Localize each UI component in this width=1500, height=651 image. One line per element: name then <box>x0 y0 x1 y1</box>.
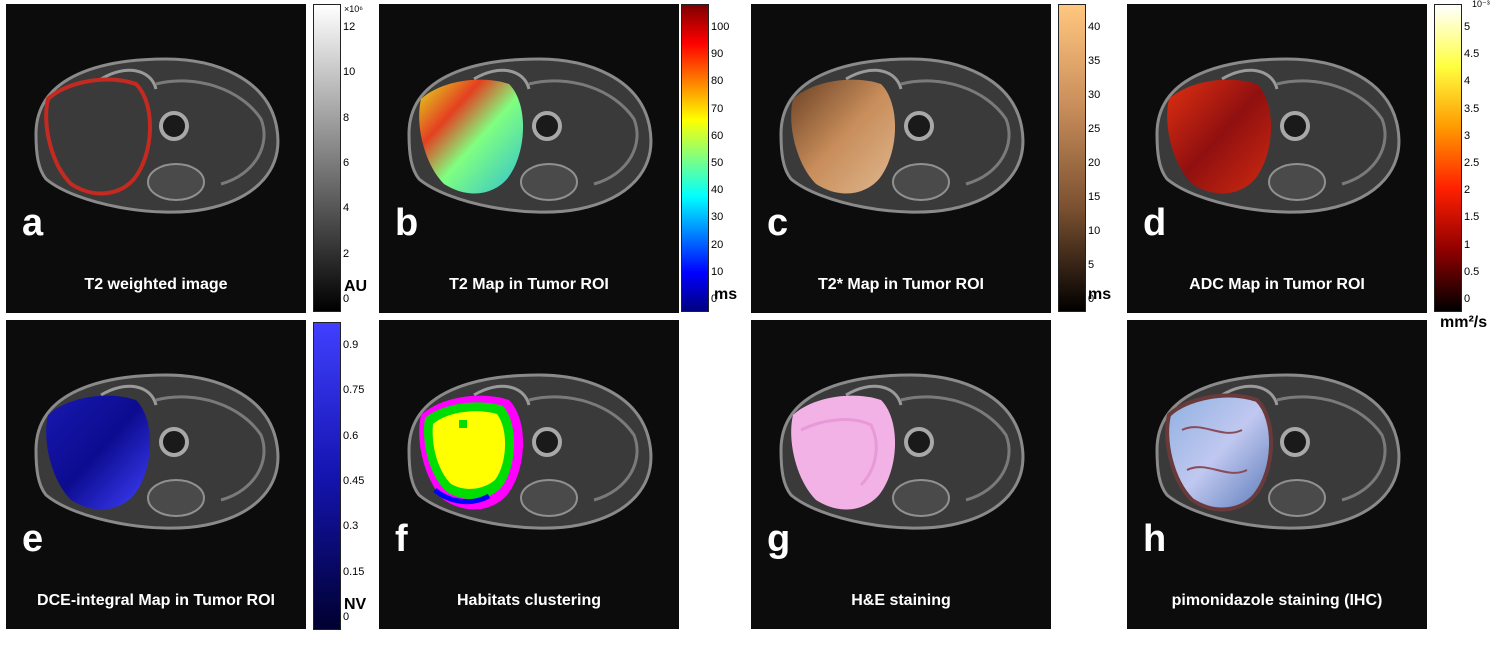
colorbar-d-tick: 0.5 <box>1464 265 1480 278</box>
colorbar-b-tick: 90 <box>711 48 724 61</box>
colorbar-a-unit: AU <box>344 278 368 295</box>
colorbar-e-tick: 0.75 <box>343 384 365 397</box>
panel-letter: c <box>767 202 789 244</box>
colorbar-a-exponent: ×10⁶ <box>344 4 363 14</box>
colorbar-d-tick: 1.5 <box>1464 211 1480 224</box>
panel-caption: H&E staining <box>851 592 951 609</box>
colorbar-d-tick: 2 <box>1464 184 1471 197</box>
colorbar-a-tick: 6 <box>343 157 350 169</box>
colorbar-e <box>313 322 341 630</box>
colorbar-e-tick: 0 <box>343 611 350 623</box>
colorbar-d-tick: 5 <box>1464 21 1471 33</box>
colorbar-e-tick: 0.3 <box>343 520 359 533</box>
panel-g: g H&E staining <box>751 320 1051 629</box>
colorbar-c-tick: 25 <box>1088 123 1101 135</box>
colorbar-c-tick: 5 <box>1088 259 1095 271</box>
colorbar-d <box>1434 4 1462 312</box>
mri-image-g <box>779 373 1025 531</box>
panel-d: d ADC Map in Tumor ROI <box>1127 4 1427 313</box>
colorbar-a-tick: 4 <box>343 202 350 215</box>
colorbar-b-tick: 10 <box>711 265 724 278</box>
colorbar-d-tick: 1 <box>1464 238 1471 251</box>
colorbar-c-tick: 35 <box>1088 55 1101 67</box>
panel-c: c T2* Map in Tumor ROI <box>751 4 1051 313</box>
colorbar-d-tick: 4 <box>1464 75 1471 88</box>
panel-caption: T2 weighted image <box>84 276 228 293</box>
panel-letter: g <box>767 518 791 560</box>
panel-letter: b <box>395 202 419 244</box>
colorbar-b-tick: 40 <box>711 184 724 197</box>
colorbar-c-tick: 10 <box>1088 225 1101 237</box>
colorbar-c <box>1058 4 1086 312</box>
colorbar-c-tick: 30 <box>1088 89 1101 101</box>
colorbar-b-tick: 50 <box>711 157 724 169</box>
colorbar-d-tick: 3 <box>1464 129 1471 142</box>
panel-caption: ADC Map in Tumor ROI <box>1189 276 1365 293</box>
panel-letter: h <box>1143 518 1167 560</box>
colorbar-a-tick: 10 <box>343 66 356 79</box>
panel-b: b T2 Map in Tumor ROI <box>379 4 679 313</box>
mri-image-c <box>779 57 1025 215</box>
colorbar-c-tick: 15 <box>1088 191 1101 203</box>
panel-e: e DCE-integral Map in Tumor ROI <box>6 320 306 629</box>
colorbar-c-tick: 20 <box>1088 157 1101 169</box>
colorbar-c-tick: 40 <box>1088 21 1101 33</box>
colorbar-a <box>313 4 341 312</box>
colorbar-d-unit: mm²/s <box>1440 314 1488 331</box>
panel-caption: pimonidazole staining (IHC) <box>1171 592 1383 609</box>
colorbar-d-tick: 2.5 <box>1464 157 1480 169</box>
mri-image-a <box>34 57 280 215</box>
colorbar-b-tick: 70 <box>711 102 724 115</box>
colorbar-a-tick: 0 <box>343 293 350 305</box>
colorbar-d-tick: 0 <box>1464 293 1471 305</box>
colorbar-e-tick: 0.6 <box>343 429 359 442</box>
colorbar-b-unit: ms <box>714 286 738 303</box>
panel-letter: f <box>395 518 408 560</box>
colorbar-d-tick: 3.5 <box>1464 102 1480 115</box>
panel-f: f Habitats clustering <box>379 320 679 629</box>
colorbar-b-tick: 30 <box>711 211 724 224</box>
panel-caption: DCE-integral Map in Tumor ROI <box>37 592 275 609</box>
colorbar-e-tick: 0.9 <box>343 339 359 351</box>
mri-image-d <box>1155 57 1401 215</box>
mri-image-h <box>1155 373 1401 531</box>
panel-caption: T2 Map in Tumor ROI <box>449 276 609 293</box>
colorbar-b-tick: 0 <box>711 293 718 305</box>
colorbar-a-tick: 12 <box>343 21 356 33</box>
mri-image-e <box>34 373 280 531</box>
colorbar-b-tick: 60 <box>711 129 724 142</box>
colorbar-c-unit: ms <box>1088 286 1112 303</box>
panel-h: h pimonidazole staining (IHC) <box>1127 320 1427 629</box>
colorbar-c-tick: 0 <box>1088 293 1095 305</box>
colorbar-a-tick: 2 <box>343 247 350 260</box>
colorbar-b <box>681 4 709 312</box>
colorbar-e-tick: 0.45 <box>343 475 365 487</box>
panel-letter: e <box>22 518 44 560</box>
colorbar-e-tick: 0.15 <box>343 565 365 578</box>
colorbar-d-exponent: 10⁻³ <box>1472 0 1490 9</box>
colorbar-b-tick: 80 <box>711 75 724 88</box>
panel-letter: d <box>1143 202 1167 244</box>
mri-image-b <box>407 57 653 215</box>
panel-caption: Habitats clustering <box>456 592 602 609</box>
colorbar-d-tick: 4.5 <box>1464 48 1480 61</box>
colorbar-a-tick: 8 <box>343 111 350 124</box>
panel-a: a T2 weighted image <box>6 4 306 313</box>
colorbar-b-tick: 100 <box>711 21 730 33</box>
mri-image-f <box>407 373 653 531</box>
colorbar-b-tick: 20 <box>711 238 724 251</box>
panel-letter: a <box>22 202 44 244</box>
panel-caption: T2* Map in Tumor ROI <box>818 276 984 293</box>
colorbar-e-unit: NV <box>344 596 367 613</box>
